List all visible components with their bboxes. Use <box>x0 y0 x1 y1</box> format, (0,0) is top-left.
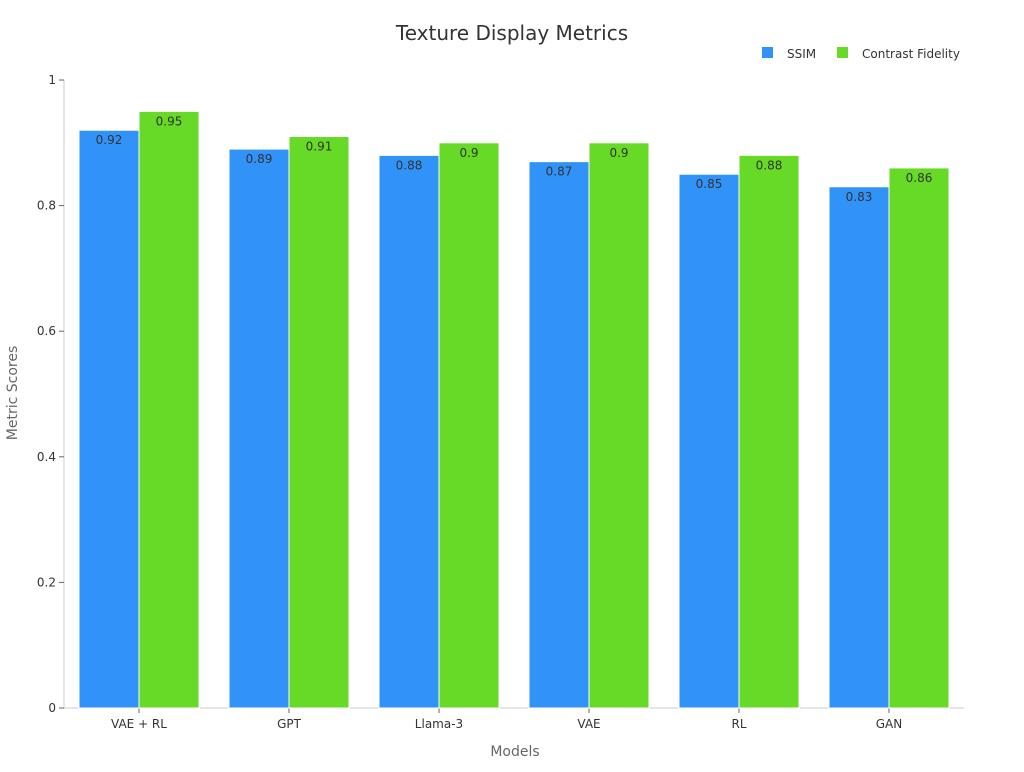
y-axis: 0 0.2 0.4 0.6 0.8 1 <box>37 73 64 715</box>
data-label: 0.88 <box>396 158 423 172</box>
legend-label: Contrast Fidelity <box>862 47 960 61</box>
data-label: 0.88 <box>756 158 783 172</box>
y-axis-title: Metric Scores <box>5 346 21 440</box>
data-label: 0.89 <box>246 152 273 166</box>
x-axis-title: Models <box>490 744 539 760</box>
bar[interactable] <box>829 187 889 708</box>
legend: SSIM Contrast Fidelity <box>762 47 960 61</box>
bar[interactable] <box>229 149 289 708</box>
data-label: 0.9 <box>609 146 628 160</box>
chart-title: Texture Display Metrics <box>395 21 628 45</box>
bar[interactable] <box>139 111 199 708</box>
y-tick-label: 0.4 <box>37 450 56 464</box>
data-label: 0.91 <box>306 140 333 154</box>
y-tick-label: 0.6 <box>37 324 56 338</box>
bar[interactable] <box>889 168 949 708</box>
y-tick-label: 0.8 <box>37 199 56 213</box>
bar[interactable] <box>739 155 799 708</box>
x-tick-label: VAE + RL <box>111 717 167 731</box>
x-tick-label: VAE <box>577 717 600 731</box>
y-tick-label: 0 <box>48 701 56 715</box>
legend-item[interactable]: SSIM <box>762 47 816 61</box>
bar[interactable] <box>79 130 139 708</box>
data-label: 0.87 <box>546 165 573 179</box>
bar[interactable] <box>289 137 349 708</box>
legend-swatch <box>762 47 773 58</box>
x-axis: VAE + RL GPT Llama-3 VAE RL GAN <box>64 708 964 731</box>
x-tick-label: GAN <box>876 717 902 731</box>
legend-swatch <box>837 47 848 58</box>
bar[interactable] <box>529 162 589 708</box>
data-labels-group: 0.92 0.95 0.89 0.91 0.88 0.9 0.87 0.9 0.85 0.88 0.… <box>96 114 933 203</box>
data-label: 0.85 <box>696 177 723 191</box>
data-label: 0.92 <box>96 133 123 147</box>
bars-group <box>79 111 949 708</box>
y-tick-label: 0.2 <box>37 575 56 589</box>
data-label: 0.83 <box>846 190 873 204</box>
legend-item[interactable]: Contrast Fidelity <box>837 47 960 61</box>
x-tick-label: GPT <box>277 717 302 731</box>
x-tick-label: RL <box>731 717 746 731</box>
data-label: 0.86 <box>906 171 933 185</box>
bar[interactable] <box>379 155 439 708</box>
data-label: 0.9 <box>459 146 478 160</box>
bar[interactable] <box>439 143 499 708</box>
legend-label: SSIM <box>787 47 816 61</box>
bar[interactable] <box>679 174 739 708</box>
bar[interactable] <box>589 143 649 708</box>
data-label: 0.95 <box>156 114 183 128</box>
y-tick-label: 1 <box>48 73 56 87</box>
x-tick-label: Llama-3 <box>415 717 463 731</box>
